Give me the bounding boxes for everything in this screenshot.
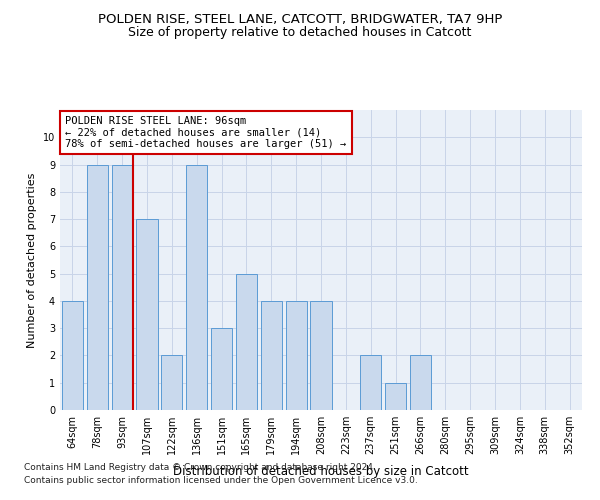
- Bar: [87, 164, 108, 410]
- Bar: [310, 301, 332, 410]
- Bar: [360, 356, 381, 410]
- Text: Size of property relative to detached houses in Catcott: Size of property relative to detached ho…: [128, 26, 472, 39]
- Bar: [236, 274, 257, 410]
- Bar: [112, 164, 133, 410]
- Y-axis label: Number of detached properties: Number of detached properties: [28, 172, 37, 348]
- Text: Contains public sector information licensed under the Open Government Licence v3: Contains public sector information licen…: [24, 476, 418, 485]
- X-axis label: Distribution of detached houses by size in Catcott: Distribution of detached houses by size …: [173, 466, 469, 478]
- Bar: [410, 356, 431, 410]
- Bar: [136, 219, 158, 410]
- Bar: [286, 301, 307, 410]
- Bar: [186, 164, 207, 410]
- Bar: [261, 301, 282, 410]
- Bar: [385, 382, 406, 410]
- Text: POLDEN RISE STEEL LANE: 96sqm
← 22% of detached houses are smaller (14)
78% of s: POLDEN RISE STEEL LANE: 96sqm ← 22% of d…: [65, 116, 346, 149]
- Text: Contains HM Land Registry data © Crown copyright and database right 2024.: Contains HM Land Registry data © Crown c…: [24, 464, 376, 472]
- Bar: [161, 356, 182, 410]
- Bar: [62, 301, 83, 410]
- Bar: [211, 328, 232, 410]
- Text: POLDEN RISE, STEEL LANE, CATCOTT, BRIDGWATER, TA7 9HP: POLDEN RISE, STEEL LANE, CATCOTT, BRIDGW…: [98, 12, 502, 26]
